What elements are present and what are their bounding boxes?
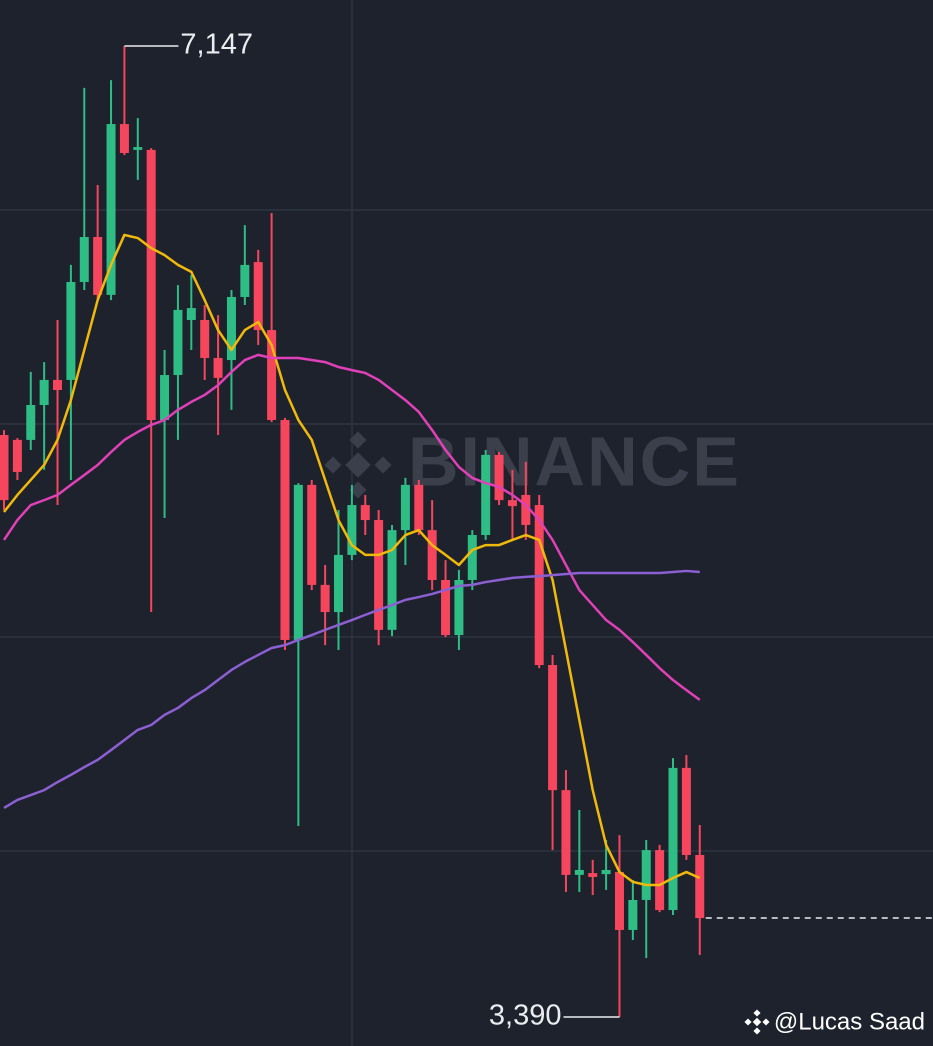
candle-body	[441, 579, 451, 636]
candle-body	[186, 308, 196, 320]
candle-body	[601, 869, 611, 875]
moving-average-line	[3, 233, 701, 887]
candle-body	[79, 237, 89, 282]
candle-body	[534, 505, 544, 666]
candle-body	[641, 850, 651, 900]
candles	[0, 46, 705, 1018]
candle-body	[12, 439, 22, 472]
candle-body	[360, 505, 370, 521]
candle-body	[106, 124, 116, 295]
candle-body	[374, 520, 384, 630]
moving-average-line	[2, 353, 701, 701]
candle-body	[655, 850, 665, 911]
candle-body	[494, 454, 504, 501]
moving-average-line	[3, 569, 700, 810]
candle-body	[628, 899, 638, 930]
candle-body	[253, 262, 263, 331]
candle-body	[173, 309, 183, 376]
candle-body	[427, 530, 437, 580]
candle-body	[293, 484, 303, 640]
candle-body	[548, 665, 558, 791]
annotation-label: 3,390	[489, 1000, 562, 1032]
candle-body	[414, 484, 424, 531]
candle-body	[614, 872, 624, 930]
candle-body	[200, 319, 210, 358]
candle-body	[400, 484, 410, 531]
candle-body	[53, 379, 63, 391]
candle-body	[213, 357, 223, 378]
candle-body	[133, 147, 143, 150]
candle-body	[226, 296, 236, 361]
candle-body	[481, 454, 491, 536]
candle-body	[66, 281, 76, 380]
candle-body	[588, 873, 598, 877]
candle-body	[146, 149, 156, 421]
plot: 7,147 3,390	[0, 29, 933, 1032]
candle-body	[307, 484, 317, 585]
candle-body	[574, 869, 584, 875]
candle-body	[347, 505, 357, 555]
candle-body	[0, 434, 9, 501]
candle-body	[267, 330, 277, 421]
candle-body	[39, 379, 49, 406]
credit-text: @Lucas Saad	[774, 1008, 925, 1035]
candle-body	[387, 530, 397, 630]
candle-body	[280, 420, 290, 640]
candle-body	[240, 264, 250, 297]
candle-body	[454, 579, 464, 636]
candle-body	[320, 584, 330, 613]
candle-body	[93, 237, 103, 295]
candle-body	[695, 854, 705, 919]
watermark-text: BINANCE	[408, 422, 741, 500]
candle-body	[681, 767, 691, 855]
candle-body	[668, 767, 678, 911]
candle-body	[507, 500, 517, 507]
candle-body	[521, 494, 531, 525]
candle-body	[26, 405, 36, 440]
candle-body	[334, 554, 343, 613]
candle-body	[561, 790, 571, 875]
candle-body	[119, 124, 129, 154]
candle-body	[467, 535, 477, 580]
candle-body	[160, 375, 170, 421]
annotation-label: 7,147	[180, 29, 253, 61]
